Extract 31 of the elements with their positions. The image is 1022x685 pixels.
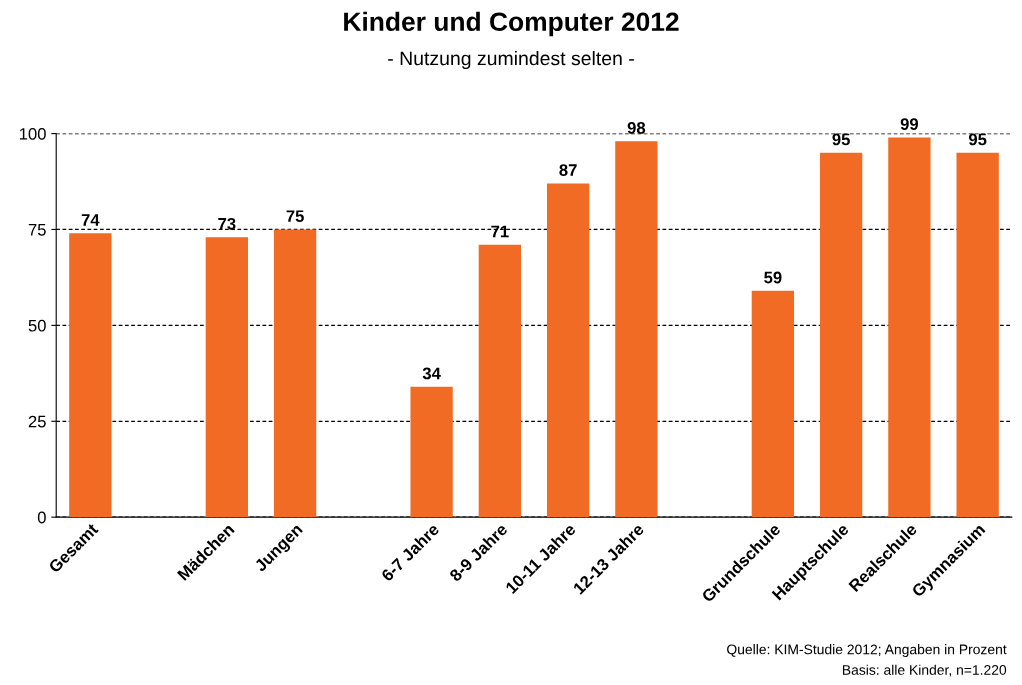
data-label: 73 [218,217,236,230]
bar [69,233,112,518]
chart-subtitle: - Nutzung zumindest selten - [388,50,634,70]
data-label: 95 [832,133,850,146]
data-label: 99 [900,118,919,130]
y-tick-label: 50 [28,319,46,332]
y-tick-label: 100 [19,127,46,140]
bar [410,386,453,518]
bar [205,237,249,518]
chart-title: Kinder und Computer 2012 [344,11,679,37]
data-label: 87 [559,164,577,176]
data-label: 75 [286,210,304,223]
bar [615,141,658,518]
bar [273,229,317,518]
text: Basis: alle Kinder, n=1.220 [842,664,1007,677]
bar [888,137,931,518]
data-label: 74 [81,214,100,226]
data-label: 71 [491,225,509,238]
y-tick-label: 0 [37,511,46,524]
bar [478,244,522,518]
bar [751,290,795,518]
y-tick-label: 75 [28,224,46,236]
data-label: 95 [968,133,987,146]
data-label: 59 [764,271,782,284]
bar [546,183,590,518]
data-label: 98 [627,121,646,134]
y-tick-label: 25 [28,415,46,428]
bar [819,152,863,518]
data-label: 34 [422,367,441,380]
source-note: Quelle: KIM-Studie 2012; Angaben in Prozent [727,644,1007,658]
bar [956,152,999,518]
